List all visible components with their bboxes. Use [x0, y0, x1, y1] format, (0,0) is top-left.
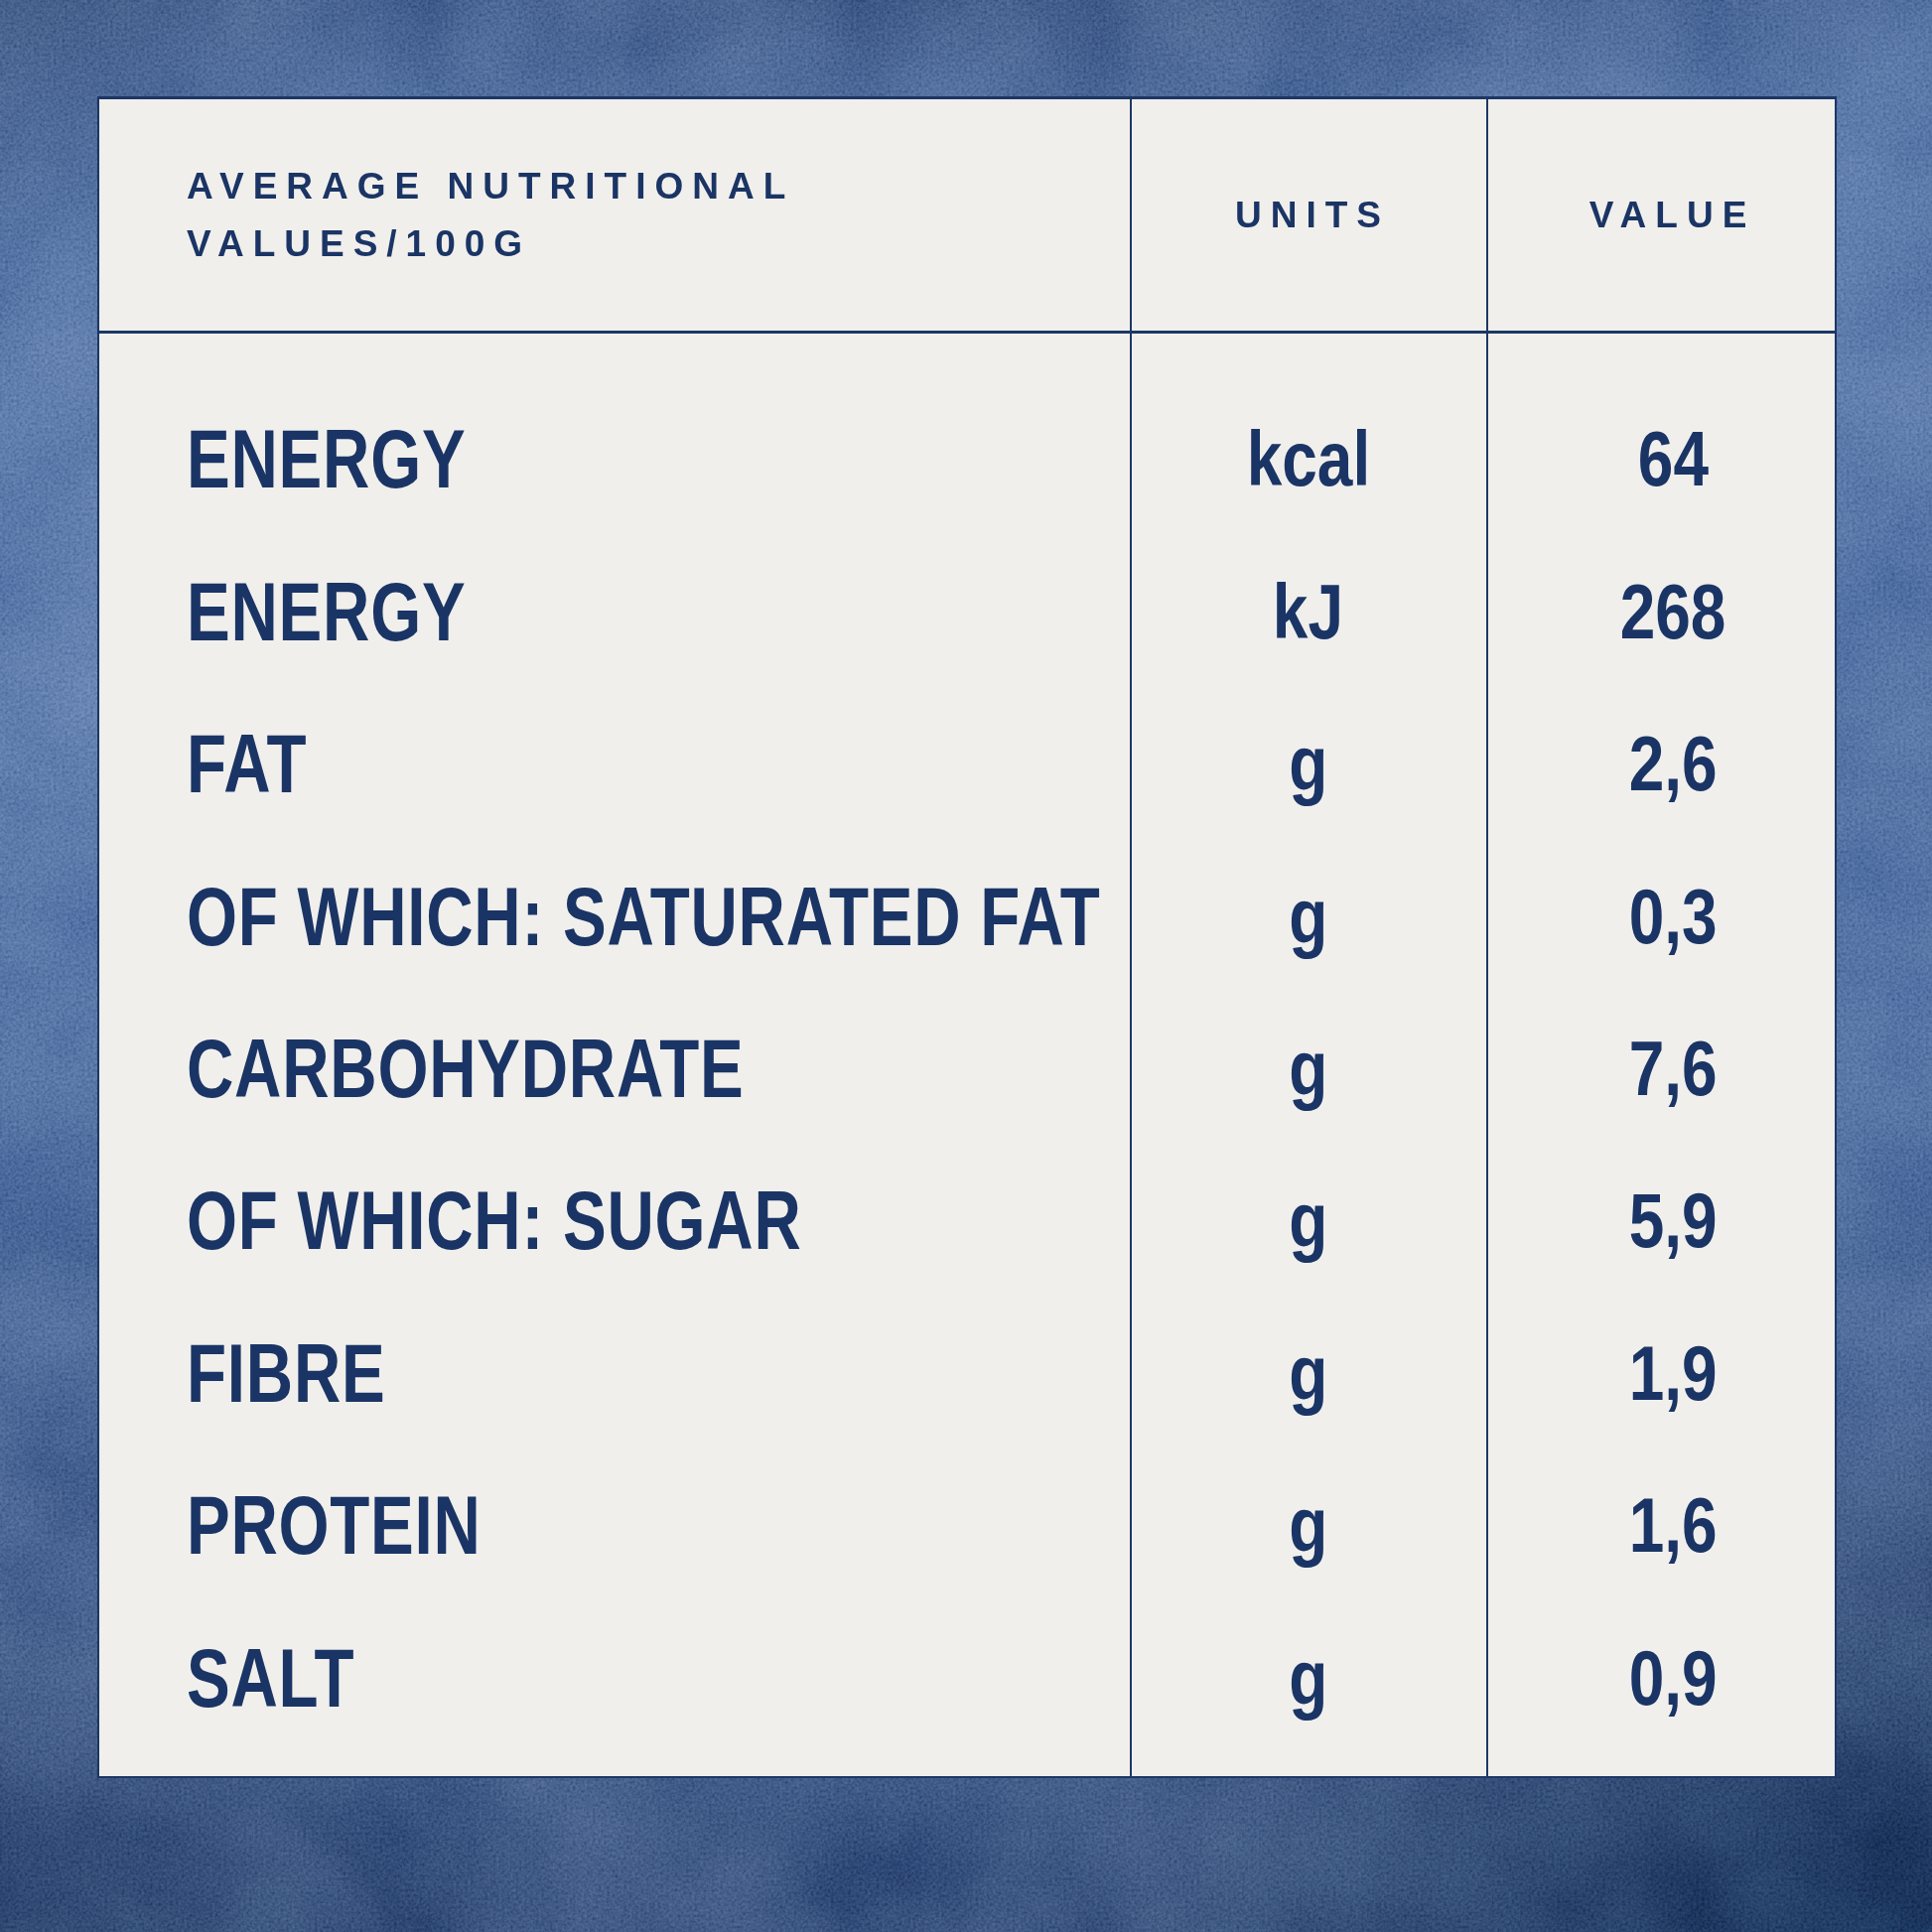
table-row-carbohydrate: CARBOHYDRATE g 7,6	[99, 993, 1835, 1145]
table-row-sugar: OF WHICH: SUGAR g 5,9	[99, 1145, 1835, 1297]
row-value: 2,6	[1629, 719, 1718, 809]
row-unit: g	[1289, 1328, 1327, 1419]
col-header-value: VALUE	[1486, 195, 1835, 236]
table-body: ENERGY kcal 64 ENERGY kJ 268 FAT g 2,6 O…	[99, 334, 1835, 1776]
row-unit: g	[1289, 1480, 1327, 1571]
table-row-protein: PROTEIN g 1,6	[99, 1449, 1835, 1601]
row-label: FIBRE	[187, 1325, 385, 1422]
row-label: ENERGY	[187, 564, 466, 660]
row-label: SALT	[187, 1630, 354, 1726]
row-label: OF WHICH: SATURATED FAT	[187, 869, 1101, 965]
row-unit: g	[1289, 1175, 1327, 1266]
table-header: AVERAGE NUTRITIONAL VALUES/100G UNITS VA…	[99, 99, 1835, 334]
row-unit: kcal	[1246, 414, 1369, 504]
row-value: 0,9	[1629, 1633, 1718, 1724]
row-label: OF WHICH: SUGAR	[187, 1173, 802, 1269]
header-title-line2: VALUES/100G	[187, 215, 1130, 273]
header-title-line1: AVERAGE NUTRITIONAL	[187, 158, 1130, 215]
row-value: 1,6	[1629, 1480, 1718, 1571]
row-label: ENERGY	[187, 411, 466, 507]
table-row-energy-kj: ENERGY kJ 268	[99, 535, 1835, 687]
row-label: PROTEIN	[187, 1477, 482, 1574]
table-row-energy-kcal: ENERGY kcal 64	[99, 383, 1835, 535]
row-value: 1,9	[1629, 1328, 1718, 1419]
row-unit: g	[1289, 719, 1327, 809]
row-unit: g	[1289, 1633, 1327, 1724]
table-row-salt: SALT g 0,9	[99, 1602, 1835, 1754]
row-value: 64	[1638, 414, 1709, 504]
row-value: 268	[1620, 567, 1726, 657]
col-header-units: UNITS	[1130, 195, 1486, 236]
nutrition-table-panel: AVERAGE NUTRITIONAL VALUES/100G UNITS VA…	[97, 96, 1837, 1778]
row-unit: g	[1289, 1024, 1327, 1114]
row-value: 5,9	[1629, 1175, 1718, 1266]
row-label: FAT	[187, 716, 307, 812]
header-title: AVERAGE NUTRITIONAL VALUES/100G	[99, 158, 1130, 273]
row-unit: g	[1289, 872, 1327, 962]
table-row-saturated-fat: OF WHICH: SATURATED FAT g 0,3	[99, 840, 1835, 992]
table-row-fat: FAT g 2,6	[99, 688, 1835, 840]
row-value: 0,3	[1629, 872, 1718, 962]
row-value: 7,6	[1629, 1024, 1718, 1114]
row-label: CARBOHYDRATE	[187, 1021, 744, 1117]
row-unit: kJ	[1273, 567, 1343, 657]
table-row-fibre: FIBRE g 1,9	[99, 1298, 1835, 1449]
